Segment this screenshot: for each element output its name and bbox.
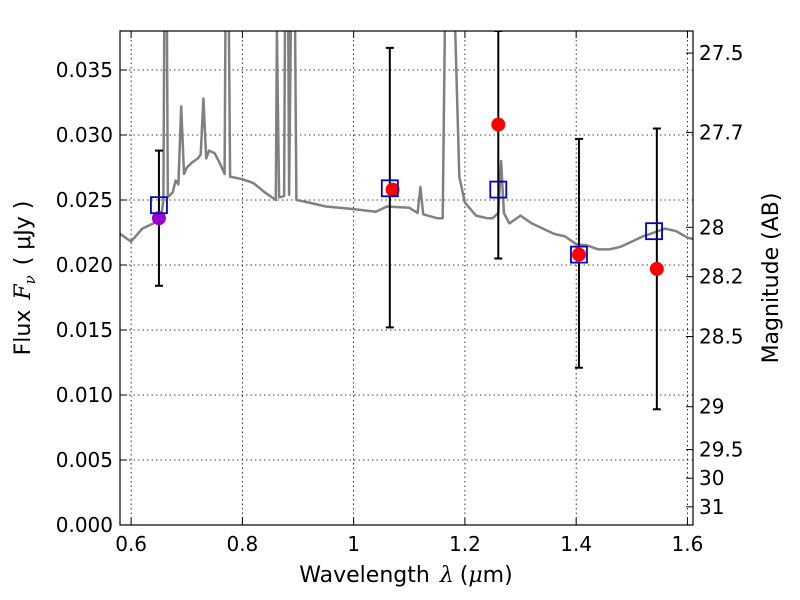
x-tick-label: 1.6 — [672, 532, 704, 556]
observed-point — [491, 117, 506, 132]
y2-tick-label: 29.5 — [699, 438, 744, 462]
y2-tick-label: 30 — [699, 466, 724, 490]
y2-tick-label: 28.5 — [699, 325, 744, 349]
y2-tick-label: 31 — [699, 495, 724, 519]
y2-tick-label: 27.5 — [699, 41, 744, 65]
y-tick-label: 0.035 — [56, 58, 113, 82]
x-tick-label: 0.6 — [115, 532, 147, 556]
model-spectrum-line — [120, 31, 693, 251]
plot-area — [120, 31, 693, 411]
x-tick-label: 1.2 — [449, 532, 481, 556]
plot-frame — [119, 30, 694, 526]
observed-point — [385, 182, 400, 197]
observed-highlight-point — [151, 211, 166, 226]
y-tick-label: 0.020 — [56, 253, 113, 277]
y-tick-label: 0.000 — [56, 513, 113, 537]
y2-tick-label: 29 — [699, 395, 724, 419]
y-tick-label: 0.005 — [56, 448, 113, 472]
y2-tick-label: 28 — [699, 215, 724, 239]
grid-lines — [120, 31, 693, 526]
model-photometry-point — [380, 179, 399, 198]
y2-tick-label: 27.7 — [699, 120, 744, 144]
x-tick-label: 1 — [347, 532, 360, 556]
x-tick-label: 1.4 — [560, 532, 592, 556]
x-axis-label: Wavelength λ (μm) — [299, 563, 512, 588]
y-tick-label: 0.030 — [56, 123, 113, 147]
y-tick-label: 0.010 — [56, 383, 113, 407]
y2-tick-label: 28.2 — [699, 265, 744, 289]
model-photometry-point — [150, 196, 168, 215]
x-tick-label: 0.8 — [226, 532, 258, 556]
y2-axis-label: Magnitude (AB) — [759, 193, 784, 364]
model-photometry-point — [489, 180, 508, 199]
y-axis-label: FluxFν( μJy ) — [11, 201, 39, 356]
y-tick-label: 0.015 — [56, 318, 113, 342]
observed-point — [571, 247, 586, 262]
observed-point — [649, 261, 664, 276]
axis-ticks: 0.6 0.8 1 1.2 1.4 1.6 0.000 0.005 0.010 0.015 0.02… — [56, 31, 744, 556]
model-photometry-point — [570, 245, 588, 264]
model-photometry-point — [645, 222, 663, 241]
y-tick-label: 0.025 — [56, 188, 113, 212]
